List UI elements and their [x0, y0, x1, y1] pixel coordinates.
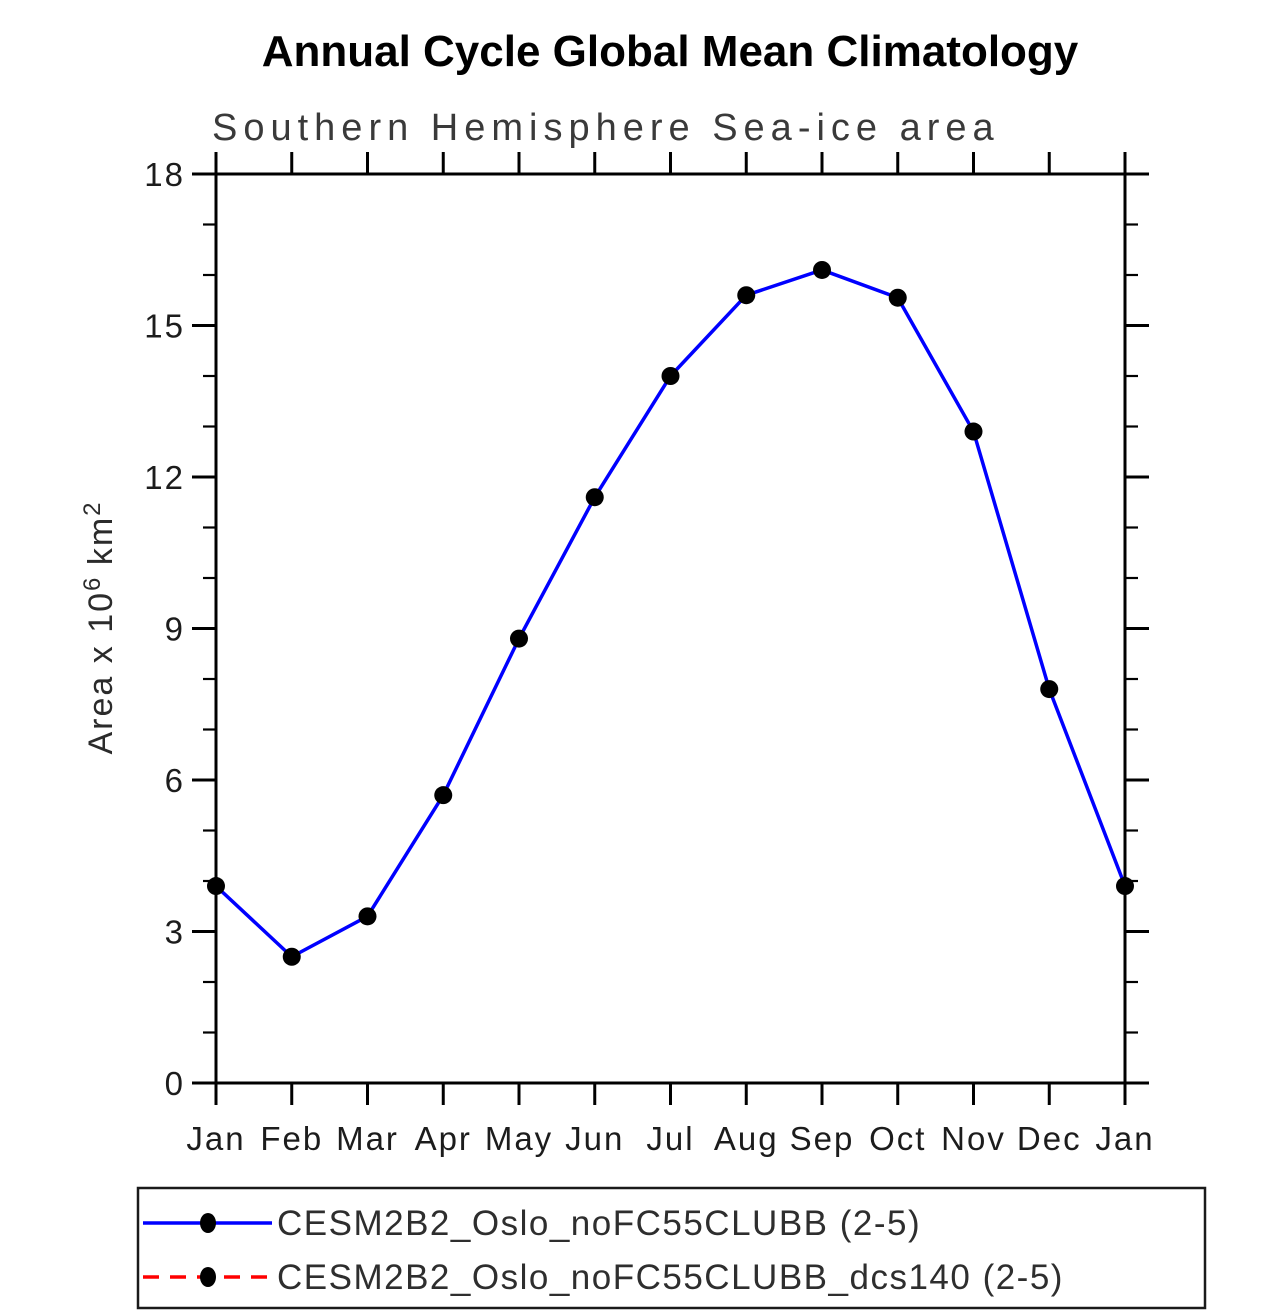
legend-label-2: CESM2B2_Oslo_noFC55CLUBB_dcs140 (2-5)	[277, 1258, 1064, 1297]
x-tick-label: Jan	[1095, 1120, 1154, 1157]
y-tick-label: 18	[144, 156, 185, 193]
y-tick-label: 12	[144, 459, 185, 496]
x-tick-label: Aug	[714, 1120, 779, 1157]
y-tick-label: 9	[165, 611, 185, 648]
data-point-marker	[1116, 877, 1134, 896]
legend: CESM2B2_Oslo_noFC55CLUBB (2-5) CESM2B2_O…	[136, 1186, 1207, 1310]
y-tick-label: 6	[165, 762, 185, 799]
data-point-marker	[207, 877, 225, 896]
legend-marker-dot-icon	[200, 1213, 216, 1233]
data-point-marker	[737, 286, 756, 305]
chart-subtitle: Southern Hemisphere Sea-ice area	[212, 107, 1000, 149]
data-point-marker	[282, 947, 301, 966]
x-tick-label: Jun	[565, 1120, 624, 1157]
legend-marker-dot-icon	[200, 1267, 216, 1287]
data-point-marker	[510, 629, 528, 648]
y-axis-title-unit-exponent: 2	[78, 501, 106, 516]
x-tick-label: Feb	[260, 1120, 323, 1157]
plot-frame	[214, 172, 1127, 1085]
data-point-marker	[964, 422, 983, 441]
data-point-marker	[1040, 680, 1059, 699]
legend-entry-2: CESM2B2_Oslo_noFC55CLUBB_dcs140 (2-5)	[143, 1258, 1064, 1297]
data-point-marker	[434, 786, 453, 805]
y-axis-title-exponent: 6	[78, 576, 106, 591]
y-axis-title: Area x 106 km2	[79, 501, 121, 754]
y-tick-label: 15	[144, 308, 185, 345]
x-tick-label: Dec	[1017, 1120, 1082, 1157]
x-tick-label: Oct	[869, 1120, 926, 1157]
x-tick-label: May	[485, 1120, 553, 1157]
x-tick-label: Sep	[790, 1120, 855, 1157]
axes-layer: 0 3 6 9 12 15 18 Jan Feb Mar Apr May Jun Jul Aug Sep Oct…	[144, 152, 1154, 1157]
y-axis-title-prefix: Area x 10	[82, 590, 121, 755]
data-point-marker	[358, 907, 377, 926]
legend-label-1: CESM2B2_Oslo_noFC55CLUBB (2-5)	[277, 1204, 921, 1243]
x-tick-label: Jul	[646, 1120, 694, 1157]
series-layer	[207, 260, 1134, 966]
data-point-marker	[813, 260, 831, 279]
y-tick-label: 3	[165, 914, 185, 951]
y-axis-title-unit: km	[82, 515, 121, 577]
data-point-marker	[661, 367, 680, 385]
x-tick-label: Jan	[186, 1120, 245, 1157]
x-tick-label: Nov	[941, 1120, 1006, 1157]
legend-box	[136, 1186, 1207, 1310]
data-point-marker	[888, 288, 907, 307]
data-point-marker	[585, 488, 604, 507]
legend-entry-1: CESM2B2_Oslo_noFC55CLUBB (2-5)	[143, 1204, 921, 1243]
x-tick-label: Mar	[336, 1120, 399, 1157]
x-tick-label: Apr	[415, 1120, 472, 1157]
chart-title: Annual Cycle Global Mean Climatology	[262, 27, 1079, 76]
y-tick-label: 0	[165, 1065, 185, 1102]
